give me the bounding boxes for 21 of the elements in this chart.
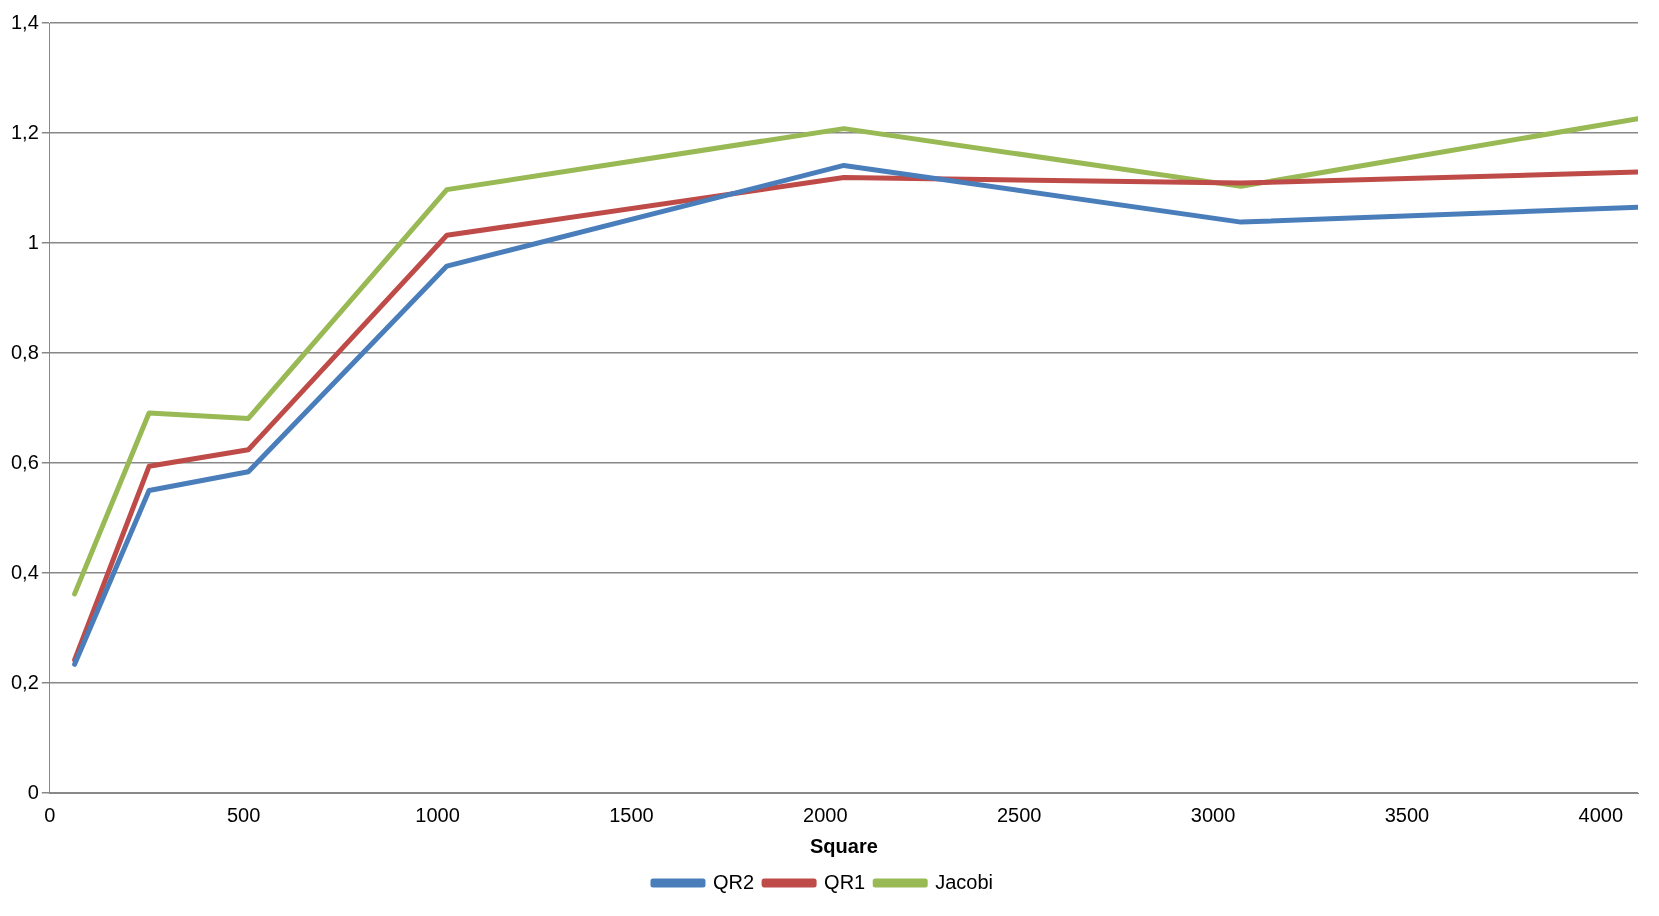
y-tick-label: 1,4 [10, 10, 39, 33]
y-tick-label: 1 [27, 230, 39, 253]
legend-label: QR2 [712, 870, 755, 893]
x-tick-label: 2500 [996, 803, 1042, 826]
y-tick-label: 1,2 [10, 120, 39, 143]
legend-label: Jacobi [935, 870, 994, 893]
x-tick-label: 4000 [1578, 803, 1624, 826]
legend-label: QR1 [824, 870, 866, 893]
x-tick-label: 0 [44, 803, 56, 826]
x-tick-label: 3000 [1190, 803, 1236, 826]
y-tick-label: 0,4 [10, 560, 39, 583]
x-axis-title: Square [810, 834, 878, 857]
y-tick-label: 0,6 [10, 450, 39, 473]
x-tick-label: 2000 [803, 803, 848, 826]
y-tick-label: 0,2 [10, 670, 39, 693]
x-tick-label: 1000 [415, 803, 460, 826]
x-tick-label: 500 [226, 803, 261, 826]
y-tick-label: 0 [27, 780, 39, 803]
y-tick-label: 0,8 [10, 340, 39, 363]
x-tick-label: 3500 [1384, 803, 1430, 826]
x-tick-label: 1500 [609, 803, 654, 826]
